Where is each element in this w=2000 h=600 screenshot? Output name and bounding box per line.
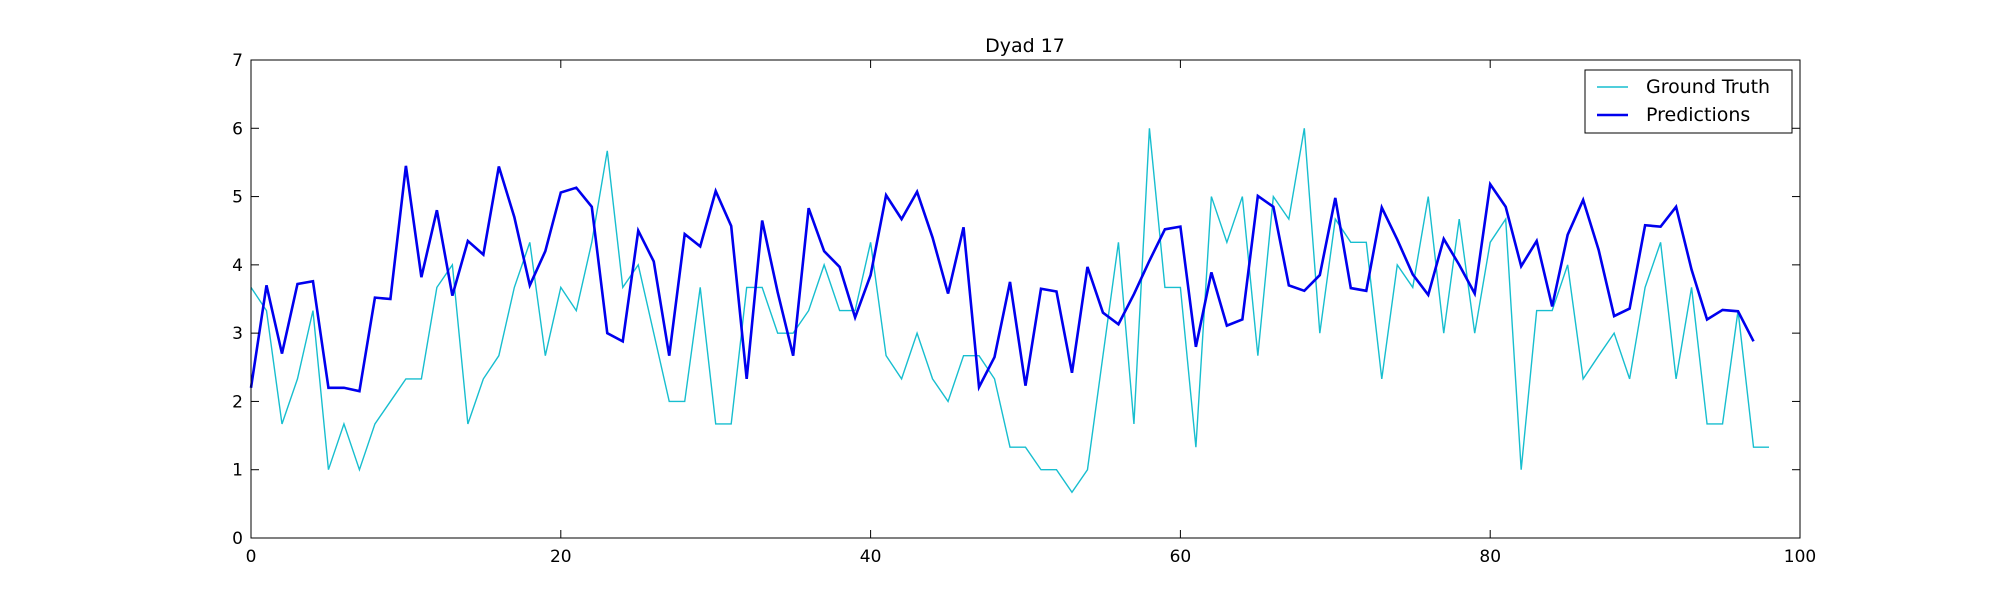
- x-tick-label: 0: [246, 547, 257, 567]
- y-tick-label: 4: [232, 256, 243, 276]
- y-tick-label: 6: [232, 119, 243, 139]
- x-tick-label: 60: [1170, 547, 1192, 567]
- legend: Ground Truth Predictions: [1584, 69, 1793, 134]
- x-tick-label: 80: [1479, 547, 1501, 567]
- y-tick-label: 2: [232, 392, 243, 412]
- x-tick-label: 20: [550, 547, 572, 567]
- y-tick-label: 0: [232, 529, 243, 549]
- axes-frame: [250, 59, 1801, 539]
- y-tick-label: 5: [232, 188, 243, 208]
- y-tick-label: 7: [232, 51, 243, 71]
- legend-frame: [1584, 69, 1793, 134]
- series-line-predictions: [249, 165, 1755, 393]
- plot-area: [249, 128, 1770, 494]
- series-points-predictions: [251, 166, 1754, 392]
- y-tick-label: 3: [232, 324, 243, 344]
- y-tick-label: 1: [232, 461, 243, 481]
- x-tick-label: 100: [1784, 547, 1816, 567]
- series-line-ground-truth: [250, 128, 1770, 494]
- axes: 0 20 40 60 80 100 0 1 2 3 4 5 6 7: [232, 51, 1816, 567]
- x-tick-label: 40: [860, 547, 882, 567]
- legend-label-predictions: Predictions: [1646, 104, 1750, 126]
- legend-label-ground-truth: Ground Truth: [1646, 76, 1770, 98]
- chart-title: Dyad 17: [985, 35, 1065, 57]
